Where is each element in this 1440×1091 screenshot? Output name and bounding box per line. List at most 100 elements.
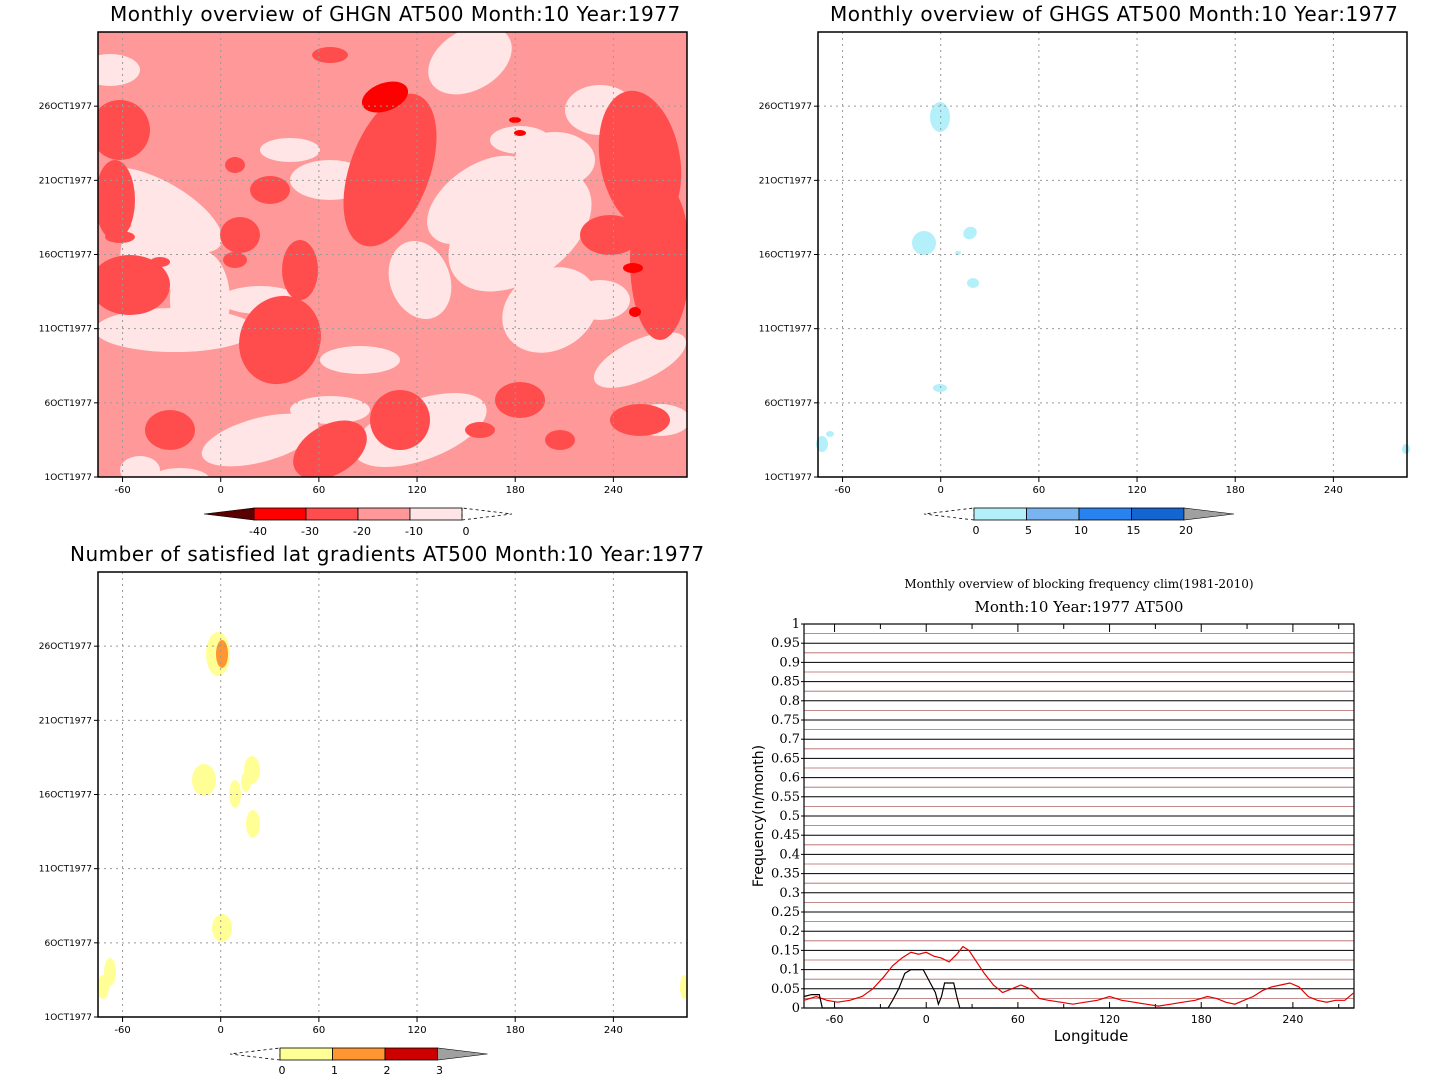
colorbar-tick-label: -40 bbox=[249, 525, 267, 538]
colorbar-tick-label: 2 bbox=[384, 1064, 391, 1077]
level-0-1-patch bbox=[229, 780, 241, 808]
x-tick-label: 120 bbox=[407, 1025, 426, 1036]
x-tick-label: 120 bbox=[407, 485, 426, 496]
frequency-title: Monthly overview of blocking frequency c… bbox=[904, 577, 1254, 591]
level-10-0-patch bbox=[593, 332, 687, 388]
y-tick-label: 0.35 bbox=[771, 867, 800, 882]
frequency-grid bbox=[804, 623, 1354, 1009]
level-30-20-patch bbox=[145, 410, 195, 450]
colorbar bbox=[923, 507, 1235, 521]
colorbar-segment bbox=[1078, 507, 1132, 521]
y-tick-label: 1OCT1977 bbox=[45, 1013, 93, 1023]
y-tick-label: 6OCT1977 bbox=[45, 939, 93, 949]
y-tick-label: 0.95 bbox=[771, 636, 800, 651]
plot-frame bbox=[97, 571, 688, 1018]
y-tick-label: 1OCT1977 bbox=[765, 473, 813, 483]
level-30-20-patch bbox=[282, 240, 318, 300]
y-tick-label: 16OCT1977 bbox=[39, 791, 92, 801]
x-tick-label: 240 bbox=[604, 485, 623, 496]
frequency-panel: Monthly overview of blocking frequency c… bbox=[720, 570, 1440, 1091]
level-30-20-patch bbox=[220, 217, 260, 253]
x-tick-label: 60 bbox=[313, 1025, 326, 1036]
y-tick-label: 0.05 bbox=[771, 982, 800, 997]
y-tick-label: 6OCT1977 bbox=[45, 399, 93, 409]
colorbar-segment bbox=[1131, 507, 1185, 521]
y-tick-label: 16OCT1977 bbox=[39, 251, 92, 261]
level-0-5-patch bbox=[933, 384, 947, 392]
y-tick-label: 0.8 bbox=[779, 694, 800, 709]
colorbar-segment bbox=[279, 1047, 333, 1061]
level-10-0-patch bbox=[320, 346, 400, 374]
y-tick-label: 21OCT1977 bbox=[39, 716, 92, 726]
y-tick-label: 0.2 bbox=[779, 924, 800, 939]
x-tick-label: 180 bbox=[1226, 485, 1245, 496]
level-30-20-patch bbox=[370, 390, 430, 450]
level-0-1-patch bbox=[97, 975, 109, 999]
x-tick-label: 0 bbox=[218, 1025, 224, 1036]
y-tick-label: 11OCT1977 bbox=[39, 865, 92, 875]
level-40-30-patch bbox=[514, 130, 526, 136]
level-10-0-patch bbox=[388, 241, 452, 319]
colorbar-segment bbox=[332, 1047, 386, 1061]
y-tick-label: 16OCT1977 bbox=[759, 251, 812, 261]
colorbar-right-end bbox=[461, 507, 513, 521]
y-tick-label: 0.15 bbox=[771, 943, 800, 958]
grid-lines bbox=[814, 32, 1407, 482]
level-30-20-patch bbox=[98, 100, 150, 160]
colorbar-segment bbox=[305, 507, 359, 521]
level-30-20-patch bbox=[250, 176, 290, 204]
y-tick-label: 11OCT1977 bbox=[39, 325, 92, 335]
y-tick-label: 0.25 bbox=[771, 905, 800, 920]
level-30-20-patch bbox=[610, 404, 670, 436]
level-1-2-patch bbox=[216, 640, 228, 668]
level-30-20-patch bbox=[370, 110, 430, 150]
x-tick-label: 180 bbox=[506, 485, 525, 496]
grid-lines bbox=[94, 32, 687, 482]
colorbar-tick-label: -10 bbox=[405, 525, 423, 538]
level-30-20-patch bbox=[98, 255, 170, 315]
ghgn-heatmap: -60 0 60 120 180 240 1OCT1977 6OCT1977 11OCT1977… bbox=[39, 31, 688, 538]
y-tick-label: 26OCT1977 bbox=[39, 642, 92, 652]
level-0-1-patch bbox=[192, 764, 216, 796]
colorbar-tick-label: 0 bbox=[973, 524, 980, 537]
level-0-1-patch bbox=[680, 975, 688, 999]
x-tick-label: 240 bbox=[604, 1025, 623, 1036]
level-10-0-patch bbox=[150, 468, 210, 477]
y-tick-label: 0.1 bbox=[779, 963, 800, 978]
x-axis-label: Longitude bbox=[1054, 1027, 1129, 1045]
level-0-5-patch bbox=[967, 278, 979, 288]
x-tick-label: 0 bbox=[218, 485, 224, 496]
colorbar-left-end bbox=[229, 1047, 281, 1061]
ghgn-panel: Monthly overview of GHGN AT500 Month:10 … bbox=[0, 0, 720, 545]
colorbar-segment bbox=[1026, 507, 1080, 521]
colorbar bbox=[229, 1047, 488, 1061]
y-tick-label: 6OCT1977 bbox=[765, 399, 813, 409]
level-10-0-patch bbox=[570, 280, 630, 320]
colorbar bbox=[203, 507, 513, 521]
plot-frame bbox=[817, 31, 1408, 478]
y-tick-label: 0.7 bbox=[779, 732, 800, 747]
y-tick-label: 0.85 bbox=[771, 675, 800, 690]
x-tick-label: 240 bbox=[1324, 485, 1343, 496]
level-0-5-patch bbox=[963, 226, 977, 240]
level-30-20-patch bbox=[98, 160, 135, 240]
ghgn-title: Monthly overview of GHGN AT500 Month:10 … bbox=[110, 2, 681, 26]
x-tick-label: -60 bbox=[826, 1013, 844, 1026]
y-tick-label: 1OCT1977 bbox=[45, 473, 93, 483]
ghgs-title: Monthly overview of GHGS AT500 Month:10 … bbox=[830, 2, 1399, 26]
level-30-20-patch bbox=[630, 180, 687, 340]
colorbar-segment bbox=[973, 507, 1027, 521]
level-30-20-patch bbox=[239, 295, 321, 385]
level-30-20-patch bbox=[225, 157, 245, 173]
x-tick-label: 0 bbox=[938, 485, 944, 496]
colorbar-left-end bbox=[203, 507, 255, 521]
level-30-20-patch bbox=[105, 231, 135, 243]
grid-lines bbox=[94, 572, 687, 1022]
frequency-subtitle: Month:10 Year:1977 AT500 bbox=[974, 598, 1184, 616]
level-40-30-patch bbox=[629, 307, 641, 317]
frequency-chart: 0 0.05 0.1 0.15 0.2 0.25 0.3 0.35 0.4 0.45 0.5 0.55… bbox=[751, 617, 1355, 1045]
x-tick-label: -60 bbox=[114, 485, 130, 496]
colorbar-tick-label: -30 bbox=[301, 525, 319, 538]
level-30-20-patch bbox=[580, 215, 640, 255]
colorbar-tick-label: 0 bbox=[279, 1064, 286, 1077]
